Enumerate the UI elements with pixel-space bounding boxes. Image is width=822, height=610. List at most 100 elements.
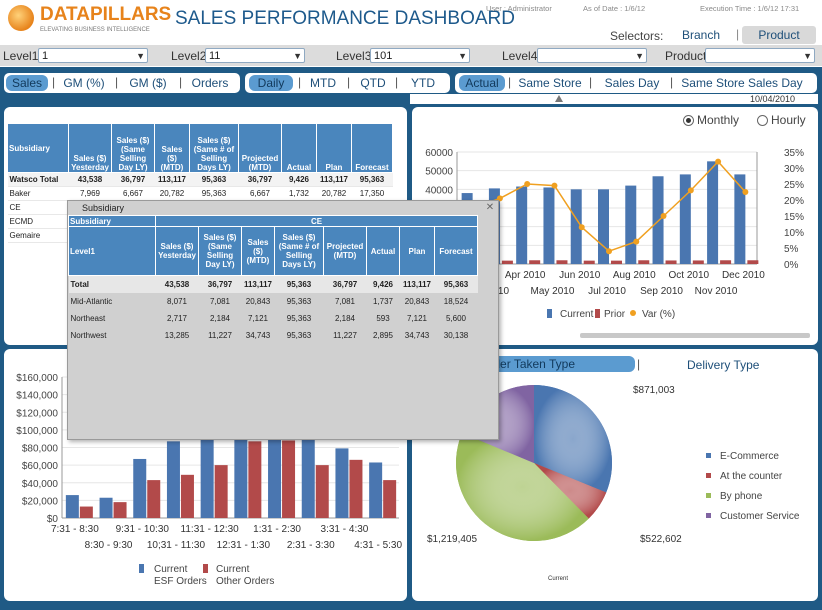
bar-other-orders xyxy=(349,459,363,518)
column-header[interactable]: Subsidiary xyxy=(7,123,69,173)
table-header-row: Subsidiary Sales ($) Yesterday Sales ($)… xyxy=(7,123,393,173)
execution-time: Execution Time : 1/6/12 17:31 xyxy=(700,4,800,13)
table-row[interactable]: Northwest 13,285 11,227 34,743 95,363 11… xyxy=(69,327,478,344)
tab-gm-percent[interactable]: GM (%) xyxy=(63,76,105,90)
column-header[interactable]: Sales ($) (MTD) xyxy=(241,226,275,276)
tab-same-store-sales-day[interactable]: Same Store Sales Day xyxy=(681,76,803,90)
selectors-label: Selectors: xyxy=(610,29,664,43)
slice-value-label: $1,219,405 xyxy=(427,534,477,545)
bar-esf-orders xyxy=(268,423,282,518)
legend-label: By phone xyxy=(720,491,763,502)
bar-current xyxy=(516,186,528,264)
monthly-radio[interactable] xyxy=(683,115,694,126)
column-header[interactable]: Sales ($) (Same Selling Day LY) xyxy=(111,123,155,173)
table-row[interactable]: Northeast 2,717 2,184 7,121 95,363 2,184… xyxy=(69,310,478,327)
y-tick-label: $20,000 xyxy=(22,496,59,507)
column-header[interactable]: Actual xyxy=(366,226,400,276)
pie-slice-shine xyxy=(456,432,589,541)
table-cell: 17,350 xyxy=(351,186,393,201)
x-tick-label: Jun 2010 xyxy=(559,270,601,281)
tab-sales-day[interactable]: Sales Day xyxy=(604,76,660,90)
column-header[interactable]: Sales ($) Yesterday xyxy=(68,123,112,173)
tab-delivery-type[interactable]: Delivery Type xyxy=(687,358,760,372)
filter-level2-select[interactable]: 11 ▼ xyxy=(205,48,305,63)
column-header[interactable]: Sales ($) (MTD) xyxy=(154,123,190,173)
table-cell: 11,227 xyxy=(333,331,357,340)
bar-prior xyxy=(747,260,759,264)
pie-slice-shine xyxy=(534,463,607,519)
filter-level1-select[interactable]: 1 ▼ xyxy=(38,48,148,63)
bar-esf-orders xyxy=(301,437,315,518)
table-cell: 6,667 xyxy=(238,186,282,201)
chart-scrollbar[interactable] xyxy=(580,333,810,338)
x-tick-label: Sep 2010 xyxy=(640,286,683,297)
tab-actual[interactable]: Actual xyxy=(459,75,505,91)
column-header[interactable]: Sales ($) (Same # of Selling Days LY) xyxy=(189,123,239,173)
tab-sales[interactable]: Sales xyxy=(6,75,48,91)
table-cell: 30,138 xyxy=(443,331,469,340)
chevron-down-icon: ▼ xyxy=(293,51,302,61)
table-header-row: Level1 Sales ($) Yesterday Sales ($) (Sa… xyxy=(68,226,478,276)
legend-swatch-prior xyxy=(595,309,600,318)
point-var xyxy=(578,224,585,231)
y-tick-label: $160,000 xyxy=(16,373,58,384)
tab-order-taken-type[interactable]: Order Taken Type xyxy=(460,356,635,372)
table-cell: 6,667 xyxy=(111,186,155,201)
tab-orders[interactable]: Orders xyxy=(191,76,229,90)
column-header[interactable]: Plan xyxy=(399,226,435,276)
timeline-slider[interactable] xyxy=(410,94,818,104)
column-header[interactable]: Sales ($) (Same Selling Day LY) xyxy=(198,226,242,276)
pie-caption: Current xyxy=(548,576,568,582)
column-header[interactable]: Projected (MTD) xyxy=(323,226,367,276)
timeline-date: 10/04/2010 xyxy=(750,94,796,104)
column-header[interactable]: Forecast xyxy=(434,226,478,276)
timeline-handle[interactable] xyxy=(555,95,563,102)
table-cell: 593 xyxy=(376,314,390,323)
x-tick-label: 7:31 - 8:30 xyxy=(51,524,99,535)
table-cell: Northwest xyxy=(70,331,107,340)
logo: DATAPILLARS ELEVATING BUSINESS INTELLIGE… xyxy=(6,4,171,38)
x-tick-label: May 2010 xyxy=(530,286,574,297)
product-button[interactable]: Product xyxy=(742,26,816,44)
column-header[interactable]: Actual xyxy=(281,123,317,173)
tab-same-store[interactable]: Same Store xyxy=(518,76,582,90)
bar-prior xyxy=(556,260,568,264)
column-header[interactable]: Sales ($) (Same # of Selling Days LY) xyxy=(274,226,324,276)
user-label: User : Administrator xyxy=(486,4,552,13)
tab-gm-dollar[interactable]: GM ($) xyxy=(129,76,167,90)
bar-current xyxy=(679,174,691,264)
point-var xyxy=(687,187,694,194)
hourly-radio[interactable] xyxy=(757,115,768,126)
table-cell: Baker xyxy=(7,186,69,201)
column-header[interactable]: Level1 xyxy=(68,226,156,276)
column-header: CE xyxy=(155,215,478,227)
column-header[interactable]: Projected (MTD) xyxy=(238,123,282,173)
filter-product-select[interactable]: ▼ xyxy=(705,48,815,63)
table-cell: Total xyxy=(68,275,156,293)
y-tick-label: $140,000 xyxy=(16,391,58,402)
y2-tick-label: 15% xyxy=(784,212,804,223)
table-row[interactable]: Watsco Total 43,538 36,797 113,117 95,36… xyxy=(7,172,393,187)
hourly-label: Hourly xyxy=(771,113,806,127)
table-row[interactable]: Mid-Atlantic 8,071 7,081 20,843 95,363 7… xyxy=(69,293,478,310)
tab-qtd[interactable]: QTD xyxy=(360,76,386,90)
table-cell: 36,797 xyxy=(198,275,242,293)
filter-level3-select[interactable]: 101 ▼ xyxy=(370,48,470,63)
column-header[interactable]: Sales ($) Yesterday xyxy=(155,226,199,276)
x-tick-label: Apr 2010 xyxy=(505,270,546,281)
x-tick-label: 4:31 - 5:30 xyxy=(354,540,402,551)
branch-button[interactable]: Branch xyxy=(681,28,721,42)
filter-level4-label: Level4 xyxy=(502,49,538,63)
bar-prior xyxy=(583,260,595,264)
close-icon[interactable]: ✕ xyxy=(485,202,495,213)
tab-mtd[interactable]: MTD xyxy=(310,76,336,90)
filter-level4-select[interactable]: ▼ xyxy=(537,48,647,63)
table-row[interactable]: Total 43,538 36,797 113,117 95,363 36,79… xyxy=(68,275,478,293)
table-row[interactable]: Baker 7,969 6,667 20,782 95,363 6,667 1,… xyxy=(7,186,393,201)
bar-prior xyxy=(638,260,650,264)
column-header[interactable]: Forecast xyxy=(351,123,393,173)
tab-daily[interactable]: Daily xyxy=(249,75,293,91)
tab-ytd[interactable]: YTD xyxy=(411,76,435,90)
table-cell: 7,121 xyxy=(247,314,269,323)
column-header[interactable]: Plan xyxy=(316,123,352,173)
